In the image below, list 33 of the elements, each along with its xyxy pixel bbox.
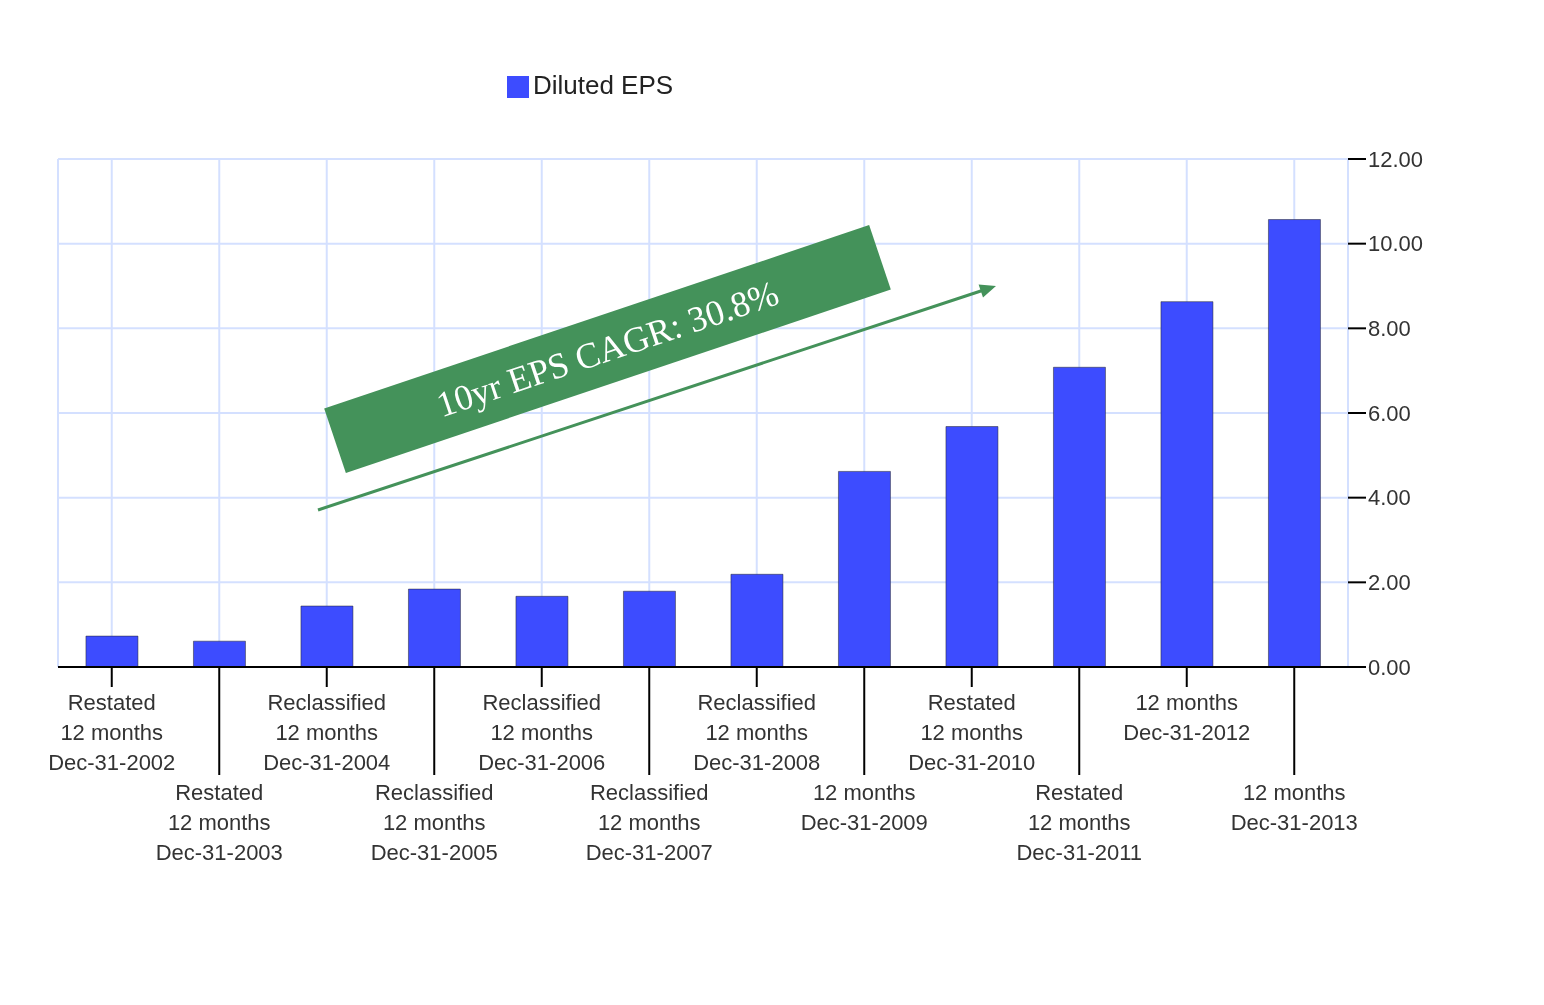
banner: 10yr EPS CAGR: 30.8% [324,225,891,473]
bar [1268,219,1321,667]
bar [515,596,569,667]
x-tick-label: Restated 12 months Dec-31-2011 [1016,780,1143,865]
x-tick-label: 12 months Dec-31-2013 [1230,780,1358,835]
bar [300,605,354,667]
bar [85,635,139,667]
y-tick-label: 6.00 [1368,400,1411,426]
y-tick-label: 2.00 [1368,570,1411,596]
y-tick-label: 8.00 [1368,316,1411,342]
x-tick-label: Reclassified 12 months Dec-31-2005 [370,780,498,865]
y-tick-label: 0.00 [1368,654,1411,680]
x-tick-label: Restated 12 months Dec-31-2003 [155,780,283,865]
x-tick-label: Reclassified 12 months Dec-31-2008 [693,690,821,775]
y-tick-label: 12.00 [1368,146,1424,172]
bar [1053,367,1106,667]
bar [193,640,246,667]
bar [408,588,461,667]
bar [1160,301,1214,667]
y-tick-label: 10.00 [1368,231,1424,257]
x-tick-label: 12 months Dec-31-2009 [800,780,928,835]
x-tick-label: Restated 12 months Dec-31-2010 [908,690,1036,775]
bar [623,590,676,667]
x-tick-label: Reclassified 12 months Dec-31-2004 [263,690,391,775]
x-tick-label: Reclassified 12 months Dec-31-2007 [585,780,713,865]
bar [838,471,891,667]
legend-label: Diluted EPS [532,70,674,100]
bar [730,574,784,667]
y-tick-label: 4.00 [1368,485,1411,511]
x-tick-label: Restated 12 months Dec-31-2002 [48,690,176,775]
bar [945,426,999,667]
x-tick-label: 12 months Dec-31-2012 [1123,690,1251,745]
x-tick-label: Reclassified 12 months Dec-31-2006 [478,690,606,775]
